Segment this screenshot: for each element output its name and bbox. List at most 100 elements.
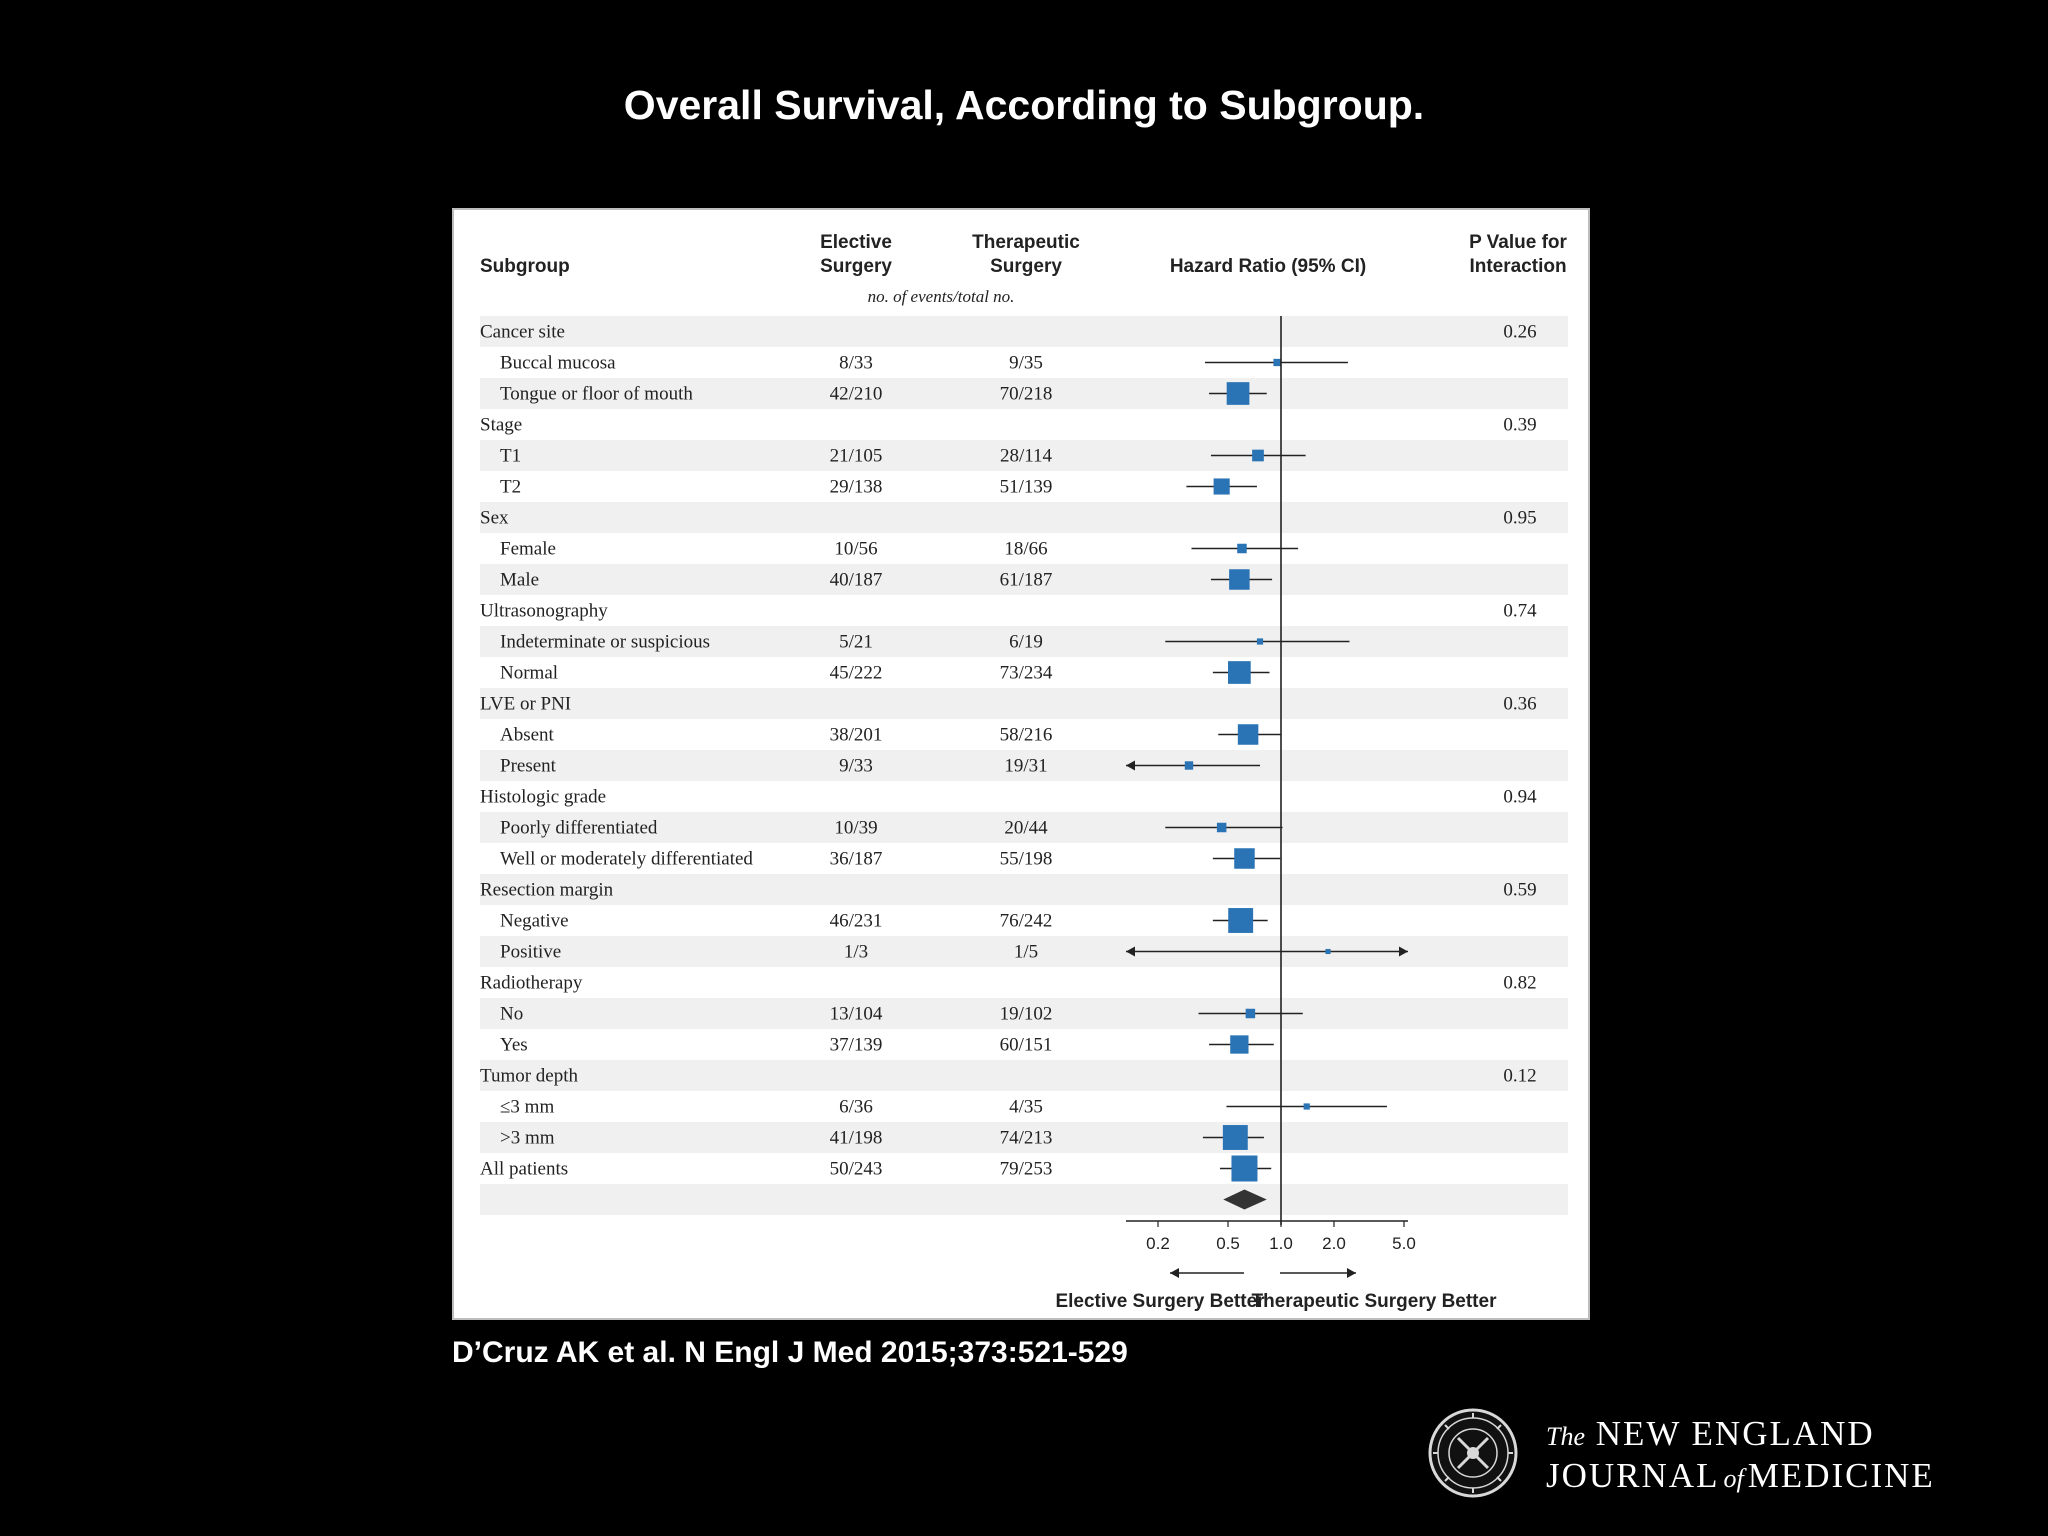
elective-events: 41/198 (830, 1128, 883, 1149)
subgroup-label: T1 (500, 446, 521, 467)
therapeutic-events: 20/44 (1004, 818, 1048, 839)
row-stripe (480, 688, 1568, 719)
subgroup-label: Present (500, 756, 557, 777)
journal-name-line2: JOURNAL of MEDICINE (1546, 1456, 1935, 1495)
slide-title: Overall Survival, According to Subgroup. (623, 82, 1425, 128)
hr-marker (1222, 1125, 1248, 1150)
p-value: 0.95 (1503, 508, 1536, 529)
elective-events: 45/222 (830, 663, 883, 684)
therapeutic-events: 79/253 (1000, 1159, 1053, 1180)
hr-marker (1237, 724, 1259, 745)
subgroup-heading: Stage (480, 415, 522, 436)
subgroup-label: Poorly differentiated (500, 818, 658, 839)
header-p-value: Interaction (1469, 256, 1566, 277)
x-tick-label: 5.0 (1392, 1234, 1416, 1253)
subgroup-label: Yes (500, 1035, 528, 1056)
hr-marker (1256, 638, 1264, 645)
x-tick-label: 2.0 (1322, 1234, 1346, 1253)
therapeutic-events: 4/35 (1009, 1097, 1043, 1118)
elective-events: 6/36 (839, 1097, 873, 1118)
elective-events: 42/210 (830, 384, 883, 405)
elective-events: 37/139 (830, 1035, 883, 1056)
therapeutic-events: 28/114 (1000, 446, 1053, 467)
row-stripe (480, 998, 1568, 1029)
hr-marker (1228, 908, 1254, 933)
hr-marker (1237, 543, 1247, 554)
hr-marker (1273, 358, 1281, 367)
favors-left-arrowhead (1170, 1268, 1179, 1278)
elective-events: 36/187 (830, 849, 883, 870)
elective-events: 40/187 (830, 570, 883, 591)
citation: D’Cruz AK et al. N Engl J Med 2015;373:5… (452, 1336, 1128, 1369)
elective-events: 21/105 (830, 446, 883, 467)
subgroup-heading: Tumor depth (480, 1066, 579, 1087)
subgroup-heading: Histologic grade (480, 787, 606, 808)
header-therapeutic: Therapeutic (972, 232, 1080, 253)
row-stripe (480, 1122, 1568, 1153)
therapeutic-events: 74/213 (1000, 1128, 1053, 1149)
elective-events: 1/3 (844, 942, 868, 963)
p-value: 0.74 (1503, 601, 1537, 622)
header-p-value: P Value for (1469, 232, 1567, 253)
elective-events: 10/39 (834, 818, 877, 839)
hr-marker (1245, 1008, 1256, 1019)
row-stripe (480, 1060, 1568, 1091)
subgroup-heading: Ultrasonography (480, 601, 608, 622)
subgroup-label: Well or moderately differentiated (500, 849, 753, 870)
subgroup-heading: Sex (480, 508, 509, 529)
row-stripe (480, 316, 1568, 347)
hr-marker (1184, 761, 1194, 770)
forest-plot-figure: Subgroup Elective Surgery Therapeutic Surger… (452, 208, 1590, 1320)
subgroup-label: Indeterminate or suspicious (500, 632, 710, 653)
favors-left-label: Elective Surgery Better (1055, 1291, 1265, 1312)
row-stripe (480, 874, 1568, 905)
p-value: 0.94 (1503, 787, 1537, 808)
subgroup-label: Negative (500, 911, 569, 932)
row-stripe (480, 1184, 1568, 1215)
therapeutic-events: 60/151 (1000, 1035, 1053, 1056)
elective-events: 46/231 (830, 911, 883, 932)
row-stripe (480, 440, 1568, 471)
hr-marker (1231, 1155, 1258, 1182)
subgroup-label: ≤3 mm (500, 1097, 554, 1118)
therapeutic-events: 18/66 (1004, 539, 1047, 560)
p-value: 0.12 (1503, 1066, 1536, 1087)
elective-events: 10/56 (834, 539, 877, 560)
elective-events: 9/33 (839, 756, 873, 777)
therapeutic-events: 61/187 (1000, 570, 1053, 591)
therapeutic-events: 1/5 (1014, 942, 1038, 963)
subgroup-label: Normal (500, 663, 558, 684)
row-stripe (480, 812, 1568, 843)
hr-marker (1226, 382, 1250, 405)
subgroup-heading: Cancer site (480, 322, 565, 343)
header-hazard-ratio: Hazard Ratio (95% CI) (1170, 256, 1366, 277)
therapeutic-events: 19/102 (1000, 1004, 1053, 1025)
subgroup-heading: LVE or PNI (480, 694, 571, 715)
therapeutic-events: 58/216 (1000, 725, 1053, 746)
ci-arrow-left (1126, 760, 1135, 771)
header-elective: Elective (820, 232, 892, 253)
row-stripe (480, 626, 1568, 657)
therapeutic-events: 55/198 (1000, 849, 1053, 870)
elective-events: 8/33 (839, 353, 873, 374)
subgroup-label: Male (500, 570, 539, 591)
subgroup-label: No (500, 1004, 523, 1025)
subgroup-heading: All patients (480, 1159, 568, 1180)
nejm-seal-icon (1428, 1408, 1518, 1498)
x-tick-label: 0.2 (1146, 1234, 1170, 1253)
journal-name-line1: The NEW ENGLAND (1546, 1414, 1875, 1453)
favors-right-arrowhead (1347, 1268, 1356, 1278)
elective-events: 50/243 (830, 1159, 883, 1180)
p-value: 0.26 (1503, 322, 1536, 343)
therapeutic-events: 19/31 (1004, 756, 1047, 777)
subgroup-label: Tongue or floor of mouth (500, 384, 693, 405)
p-value: 0.82 (1503, 973, 1536, 994)
x-tick-label: 0.5 (1216, 1234, 1240, 1253)
row-stripe (480, 378, 1568, 409)
therapeutic-events: 70/218 (1000, 384, 1053, 405)
p-value: 0.36 (1503, 694, 1536, 715)
subgroup-label: Absent (500, 725, 555, 746)
p-value: 0.39 (1503, 415, 1536, 436)
forest-plot-svg: Subgroup Elective Surgery Therapeutic Surger… (480, 232, 1568, 1312)
hr-marker (1303, 1103, 1310, 1110)
